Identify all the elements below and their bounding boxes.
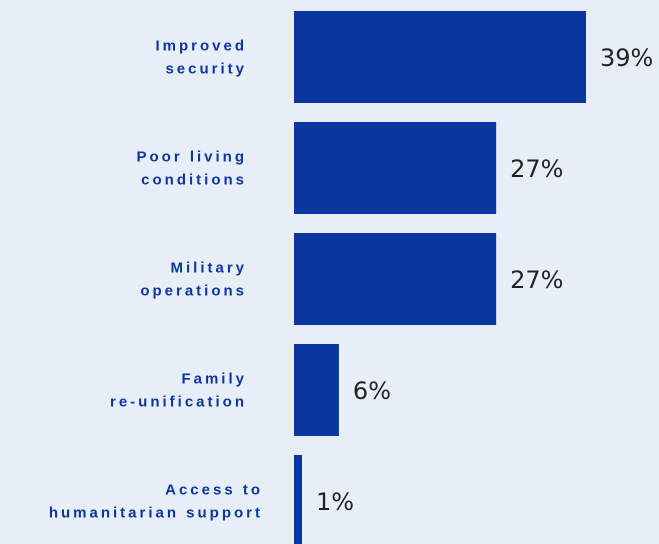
- value-label-2: 27%: [510, 266, 563, 294]
- bar-3: [294, 344, 339, 436]
- category-label-1: Poor living conditions: [136, 149, 247, 189]
- category-label-4: Access to humanitarian support: [49, 482, 263, 522]
- value-label-3: 6%: [353, 377, 391, 405]
- bar-4: [294, 455, 302, 544]
- value-label-0: 39%: [600, 44, 653, 72]
- bar-1: [294, 122, 497, 214]
- category-label-line: Poor living: [136, 149, 247, 166]
- value-label-1: 27%: [510, 155, 563, 183]
- category-label-line: Military: [170, 260, 247, 277]
- category-label-2: Military operations: [140, 260, 247, 300]
- category-label-line: Improved: [155, 38, 247, 55]
- value-label-4: 1%: [316, 488, 354, 516]
- category-label-3: Family re-unification: [110, 371, 247, 411]
- bar-0: [294, 11, 586, 103]
- category-label-line: operations: [140, 283, 247, 300]
- category-label-0: Improved security: [155, 38, 247, 78]
- category-labels-group: Improved security Poor living conditions Mil…: [49, 38, 263, 522]
- bars-group: [294, 11, 586, 544]
- category-label-line: humanitarian support: [49, 505, 263, 522]
- category-label-line: re-unification: [110, 394, 247, 411]
- value-labels-group: 39% 27% 27% 6% 1%: [316, 44, 653, 516]
- category-label-line: Family: [181, 371, 247, 388]
- bar-2: [294, 233, 497, 325]
- category-label-line: security: [165, 61, 247, 78]
- category-label-line: conditions: [141, 172, 247, 189]
- category-label-line: Access to: [165, 482, 263, 499]
